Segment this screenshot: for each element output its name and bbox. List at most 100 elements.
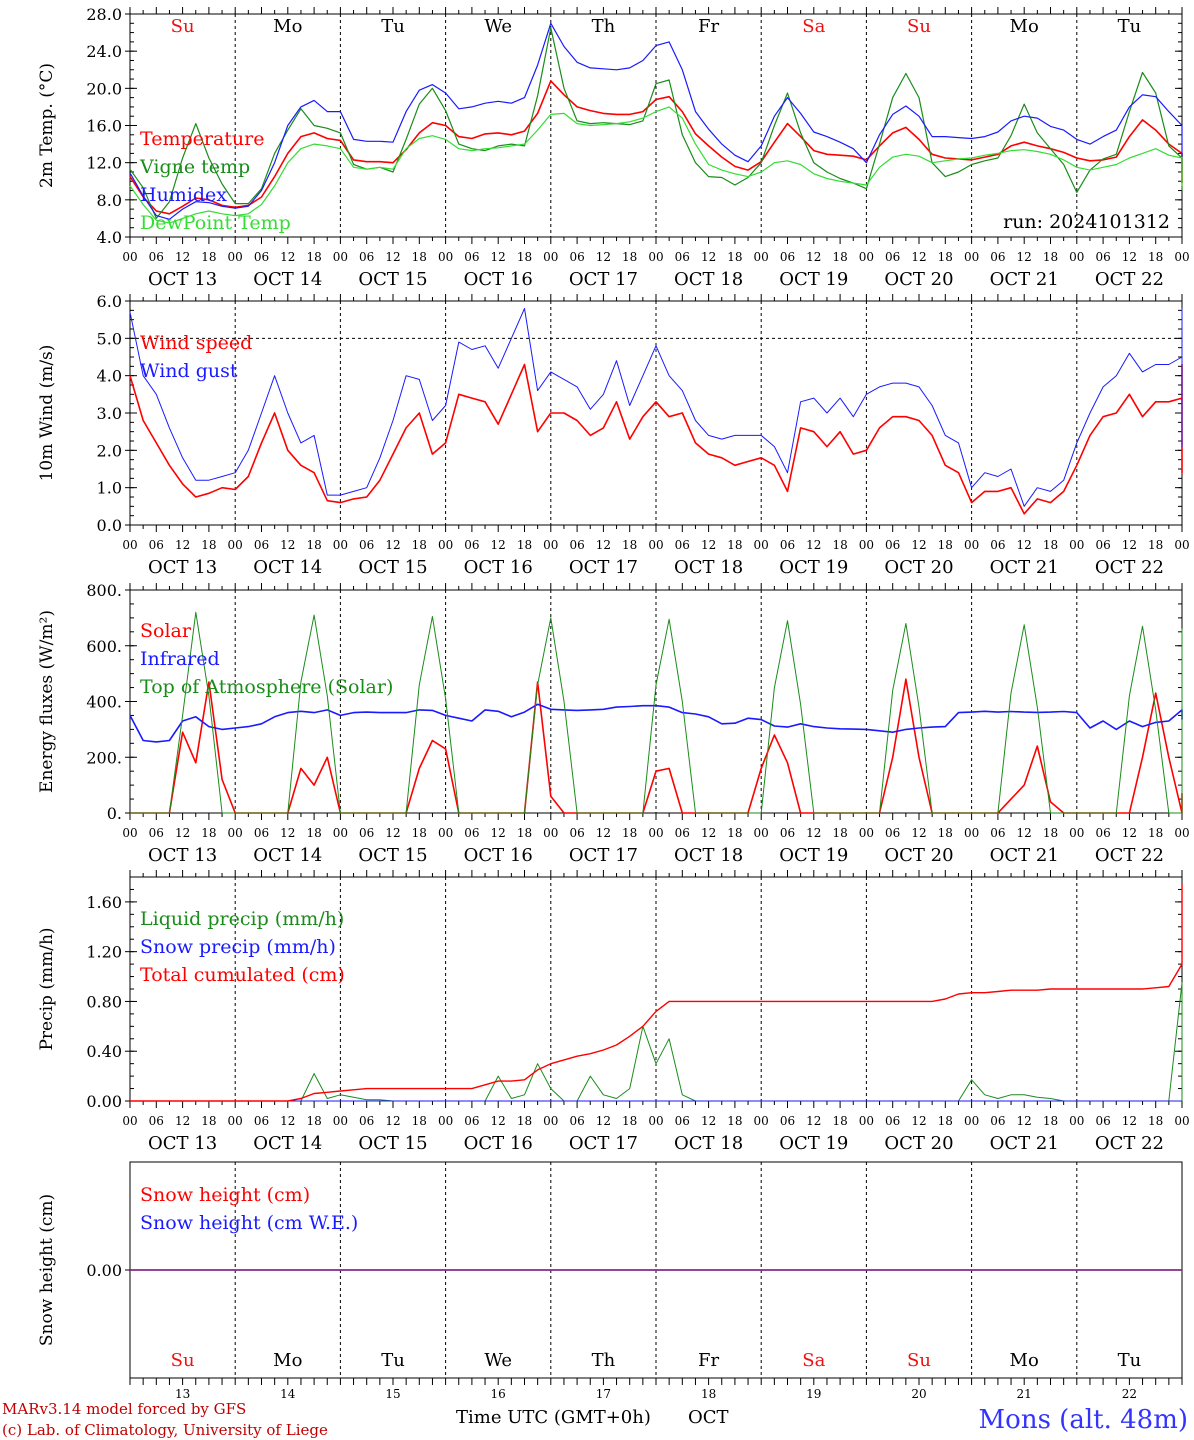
date-label: OCT 13 [148, 557, 217, 578]
hour-label: 18 [412, 1114, 427, 1128]
station-name: Mons (alt. 48m) [979, 1405, 1188, 1435]
day-number: 13 [175, 1387, 190, 1401]
hour-label: 00 [438, 250, 453, 264]
legend-total-cumulated-cm-: Total cumulated (cm) [140, 964, 345, 986]
legend-top-of-atmosphere-solar-: Top of Atmosphere (Solar) [140, 676, 393, 698]
y-tick-label: 3.0 [97, 404, 122, 423]
hour-label: 06 [675, 826, 690, 840]
series-line-humidex [129, 22, 1183, 220]
hour-label: 18 [201, 538, 216, 552]
date-label: OCT 20 [884, 1133, 953, 1154]
hour-label: 18 [1148, 250, 1163, 264]
hour-label: 06 [254, 826, 269, 840]
hour-label: 12 [806, 1114, 821, 1128]
hour-label: 06 [569, 826, 584, 840]
panel-1: 4.0 8.0 12.0 16.0 20.0 24.0 28.0 2m Temp. (°C) T… [37, 5, 1190, 290]
hour-label: 12 [491, 250, 506, 264]
hour-label: 00 [648, 826, 663, 840]
hour-label: 00 [1174, 826, 1189, 840]
hour-label: 06 [1095, 250, 1110, 264]
y-tick-label: 800. [86, 581, 122, 600]
series-line-total-cumulated-cm- [130, 883, 1183, 1102]
series-line-solar [130, 678, 1183, 814]
panel-3: 0. 200. 400. 600. 800. Energy fluxes (W/m²) So… [37, 581, 1190, 866]
hour-label: 00 [754, 538, 769, 552]
hour-label: 06 [569, 250, 584, 264]
hour-label: 06 [1095, 1114, 1110, 1128]
y-tick-label: 5.0 [97, 329, 122, 348]
hour-label: 12 [596, 1114, 611, 1128]
panels: 4.0 8.0 12.0 16.0 20.0 24.0 28.0 2m Temp. (°C) T… [37, 5, 1190, 1401]
hour-label: 00 [438, 826, 453, 840]
y-tick-label: 1.20 [86, 943, 122, 962]
hour-label: 12 [596, 250, 611, 264]
hour-label: 18 [1043, 250, 1058, 264]
hour-label: 06 [254, 1114, 269, 1128]
y-axis-label: Energy fluxes (W/m²) [37, 610, 57, 793]
y-tick-label: 0.80 [86, 992, 122, 1011]
hour-label: 18 [832, 538, 847, 552]
hour-label: 06 [990, 538, 1005, 552]
day-name: Sa [802, 1350, 825, 1371]
hour-label: 06 [359, 250, 374, 264]
hour-label: 12 [911, 1114, 926, 1128]
x-axis-label: Time UTC (GMT+0h) [456, 1407, 651, 1428]
hour-label: 00 [333, 1114, 348, 1128]
day-name: Tu [1118, 16, 1142, 37]
date-label: OCT 15 [358, 269, 427, 290]
series-line-dewpoint-temp [129, 106, 1183, 224]
hour-label: 12 [385, 1114, 400, 1128]
hour-label: 00 [228, 1114, 243, 1128]
y-tick-label: 4.0 [97, 367, 122, 386]
day-number: 17 [596, 1387, 611, 1401]
hour-label: 00 [1174, 250, 1189, 264]
hour-label: 06 [780, 538, 795, 552]
day-number: 22 [1122, 1387, 1137, 1401]
day-number: 20 [911, 1387, 926, 1401]
hour-label: 18 [412, 826, 427, 840]
hour-label: 18 [306, 538, 321, 552]
date-label: OCT 17 [569, 269, 638, 290]
hour-label: 18 [201, 826, 216, 840]
day-name: Mo [273, 16, 302, 37]
legend-vigne-temp: Vigne temp [139, 156, 250, 178]
hour-label: 06 [1095, 538, 1110, 552]
hour-label: 18 [727, 1114, 742, 1128]
hour-label: 00 [859, 1114, 874, 1128]
hour-label: 00 [543, 826, 558, 840]
y-tick-label: 20.0 [86, 79, 122, 98]
date-label: OCT 20 [884, 269, 953, 290]
hour-label: 18 [832, 826, 847, 840]
hour-label: 06 [254, 250, 269, 264]
hour-label: 18 [727, 826, 742, 840]
hour-label: 06 [675, 538, 690, 552]
hour-label: 06 [990, 1114, 1005, 1128]
y-tick-label: 600. [86, 637, 122, 656]
y-tick-label: 16.0 [86, 117, 122, 136]
legend-temperature: Temperature [140, 128, 264, 150]
hour-label: 06 [780, 1114, 795, 1128]
y-tick-label: 2.0 [97, 441, 122, 460]
hour-label: 06 [359, 538, 374, 552]
hour-label: 18 [1043, 826, 1058, 840]
series-line-infrared [129, 703, 1183, 743]
hour-label: 12 [175, 250, 190, 264]
hour-label: 18 [412, 538, 427, 552]
hour-label: 06 [149, 538, 164, 552]
legend-infrared: Infrared [140, 648, 220, 670]
hour-label: 12 [701, 538, 716, 552]
hour-label: 00 [754, 826, 769, 840]
date-label: OCT 17 [569, 1133, 638, 1154]
y-tick-label: 0.40 [86, 1042, 122, 1061]
panel-5: 0.00 Snow height (cm) Snow height (cm) Snow… [37, 1161, 1183, 1401]
hour-label: 18 [832, 250, 847, 264]
date-label: OCT 22 [1095, 269, 1164, 290]
day-name: Mo [1010, 16, 1039, 37]
series-line-wind-gust [129, 308, 1183, 507]
hour-label: 18 [1148, 538, 1163, 552]
footer-credit: (c) Lab. of Climatology, University of L… [2, 1421, 328, 1439]
day-name: Tu [1118, 1350, 1142, 1371]
date-label: OCT 22 [1095, 845, 1164, 866]
hour-label: 12 [1122, 250, 1137, 264]
hour-label: 12 [491, 826, 506, 840]
